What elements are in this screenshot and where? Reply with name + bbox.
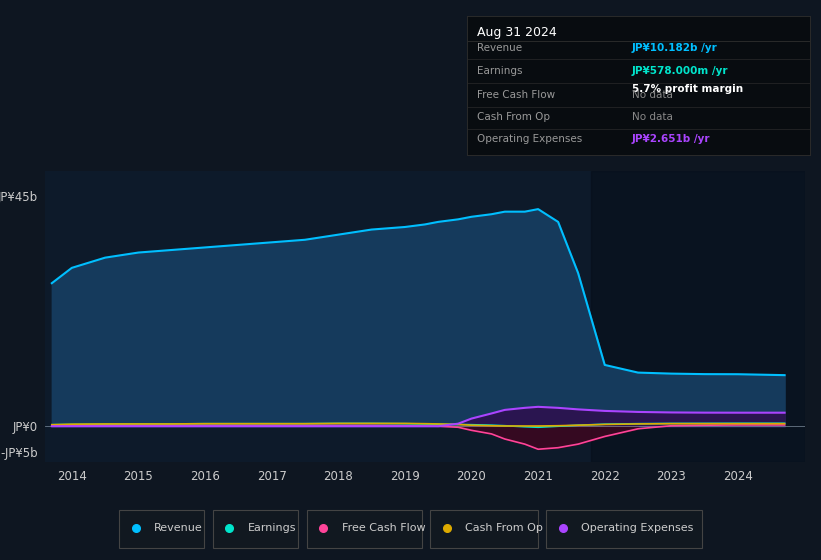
Bar [591,171,805,462]
Text: Free Cash Flow: Free Cash Flow [478,90,556,100]
Text: Operating Expenses: Operating Expenses [581,523,694,533]
Text: JP¥10.182b /yr: JP¥10.182b /yr [632,43,718,53]
Text: No data: No data [632,112,672,122]
Text: No data: No data [632,90,672,100]
FancyBboxPatch shape [213,510,298,548]
Text: Aug 31 2024: Aug 31 2024 [478,26,557,39]
FancyBboxPatch shape [430,510,538,548]
Text: 5.7% profit margin: 5.7% profit margin [632,85,743,94]
Text: Earnings: Earnings [248,523,296,533]
Text: Revenue: Revenue [154,523,203,533]
Text: Earnings: Earnings [478,66,523,76]
Text: Free Cash Flow: Free Cash Flow [342,523,425,533]
FancyBboxPatch shape [119,510,204,548]
Text: Cash From Op: Cash From Op [466,523,543,533]
FancyBboxPatch shape [547,510,702,548]
Text: JP¥2.651b /yr: JP¥2.651b /yr [632,134,710,144]
Text: Revenue: Revenue [478,43,523,53]
Text: JP¥578.000m /yr: JP¥578.000m /yr [632,66,728,76]
Text: Operating Expenses: Operating Expenses [478,134,583,144]
FancyBboxPatch shape [307,510,422,548]
Text: Cash From Op: Cash From Op [478,112,550,122]
